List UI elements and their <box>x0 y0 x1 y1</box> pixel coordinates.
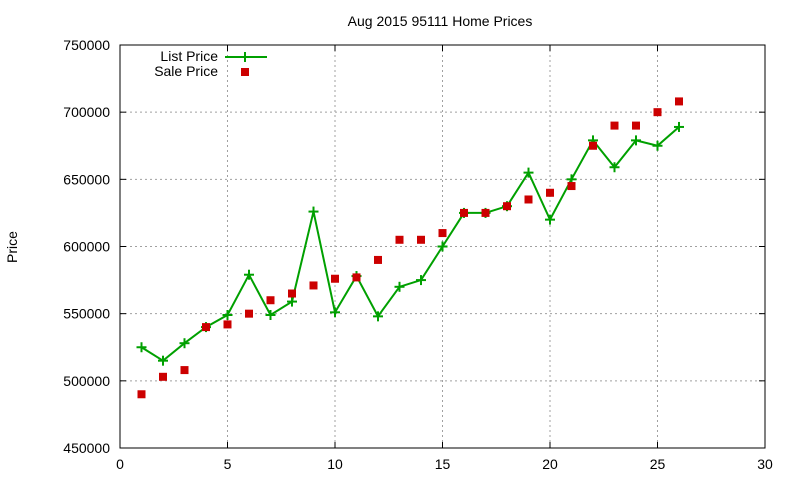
legend-label-sale-price: Sale Price <box>154 63 218 79</box>
x-tick-label: 25 <box>650 456 666 472</box>
list-price-point <box>265 310 276 321</box>
sale-price-point <box>202 323 210 332</box>
list-price-point <box>394 281 405 292</box>
sale-price-point <box>546 188 554 197</box>
list-price-point <box>136 342 147 353</box>
y-tick-label: 600000 <box>63 239 110 255</box>
x-tick-label: 5 <box>224 456 232 472</box>
sale-price-point <box>395 235 404 244</box>
list-price-point <box>222 310 233 321</box>
list-price-point <box>179 338 190 349</box>
list-price-point <box>674 121 684 132</box>
sale-price-point <box>524 195 533 204</box>
list-price-line <box>140 126 680 362</box>
legend-marker-sale-price <box>241 68 249 76</box>
legend: List Price Sale Price <box>154 48 267 79</box>
series-layer <box>136 97 684 399</box>
sale-price-point <box>374 255 382 264</box>
sale-price-point <box>503 202 511 211</box>
sale-price-point <box>653 108 662 117</box>
sale-price-point <box>481 208 490 217</box>
sale-price-point <box>288 289 296 298</box>
list-price-point <box>287 296 297 307</box>
y-axis-label: Price <box>4 231 20 263</box>
sale-price-point <box>567 182 576 191</box>
list-price-point <box>158 355 168 366</box>
x-tick-label: 30 <box>757 456 773 472</box>
sale-price-point <box>245 309 253 318</box>
chart-title: Aug 2015 95111 Home Prices <box>348 13 533 29</box>
y-tick-label: 450000 <box>63 440 110 456</box>
list-price-point <box>308 206 319 217</box>
x-tick-label: 0 <box>116 456 124 472</box>
sale-price-point <box>460 208 468 217</box>
sale-price-point <box>352 273 361 282</box>
list-price-point <box>609 162 620 173</box>
x-tick-label: 15 <box>435 456 451 472</box>
list-price-point <box>437 241 448 252</box>
legend-label-list-price: List Price <box>160 48 218 64</box>
y-tick-label: 650000 <box>63 171 110 187</box>
plot-frame <box>119 44 766 449</box>
list-price-point <box>652 140 663 151</box>
sale-price-point <box>675 97 683 106</box>
y-tick-label: 700000 <box>63 104 110 120</box>
sale-price-point <box>331 274 339 283</box>
list-price-point <box>523 167 534 178</box>
sale-price-point <box>438 229 447 238</box>
sale-price-point <box>137 390 146 399</box>
sale-price-point <box>180 366 189 375</box>
legend-marker-list-price <box>240 52 250 62</box>
sale-price-point <box>417 235 425 244</box>
list-price-point <box>244 269 254 280</box>
list-price-point <box>631 135 641 146</box>
x-tick-label: 20 <box>542 456 558 472</box>
list-price-point <box>330 307 340 318</box>
sale-price-point <box>309 281 318 290</box>
label-layer: 0 5 10 15 20 25 30 450000 500000 550000 600000 6500… <box>63 37 773 472</box>
y-tick-label: 550000 <box>63 306 110 322</box>
sale-price-point <box>159 372 167 381</box>
sale-price-point <box>632 121 640 130</box>
y-tick-label: 500000 <box>63 373 110 389</box>
list-price-point <box>416 275 426 286</box>
sale-price-point <box>589 141 597 150</box>
sale-price-point <box>223 320 232 329</box>
sale-price-point <box>610 121 619 130</box>
x-tick-label: 10 <box>327 456 343 472</box>
y-tick-label: 750000 <box>63 37 110 53</box>
list-price-point <box>545 214 555 225</box>
sale-price-point <box>266 296 275 305</box>
list-price-point <box>373 311 383 322</box>
